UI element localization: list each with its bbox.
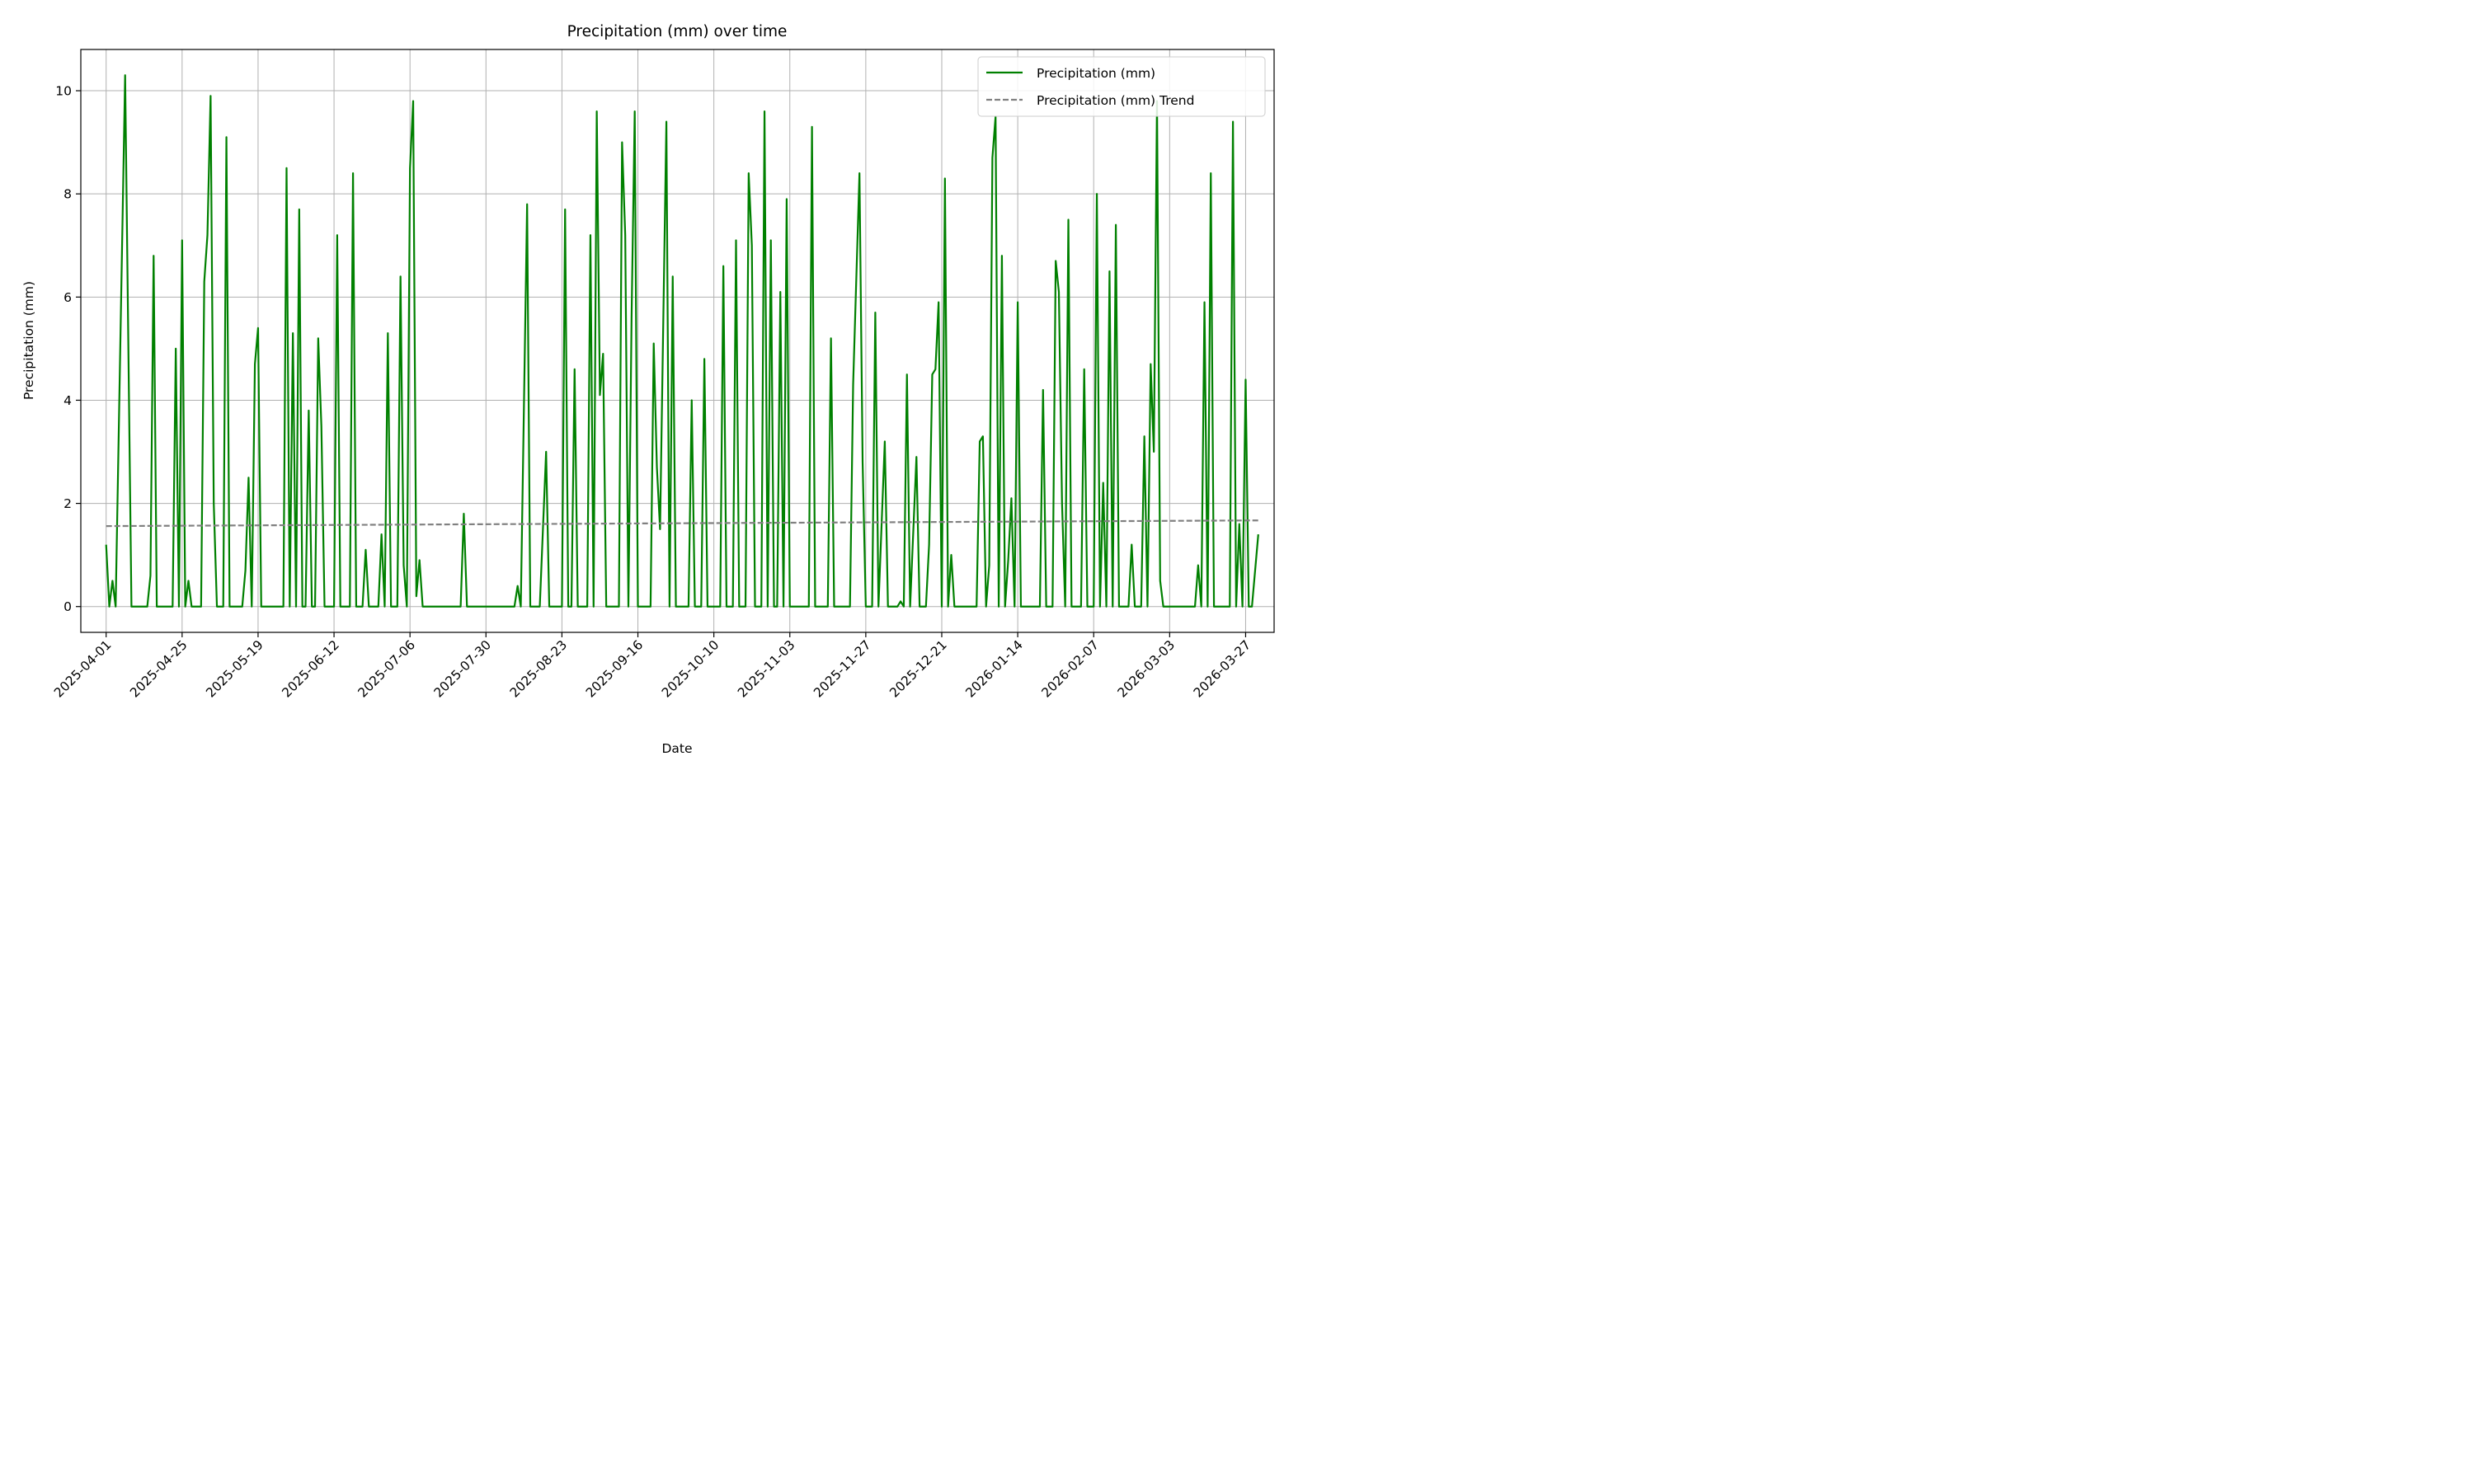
legend-label-trend: Precipitation (mm) Trend <box>1037 93 1194 108</box>
precipitation-line <box>105 74 1259 608</box>
y-tick-label: 10 <box>55 84 72 99</box>
figure-background <box>0 0 1293 775</box>
chart-title: Precipitation (mm) over time <box>567 23 788 40</box>
legend-label-precipitation: Precipitation (mm) <box>1037 66 1155 81</box>
legend-box <box>977 56 1266 117</box>
grid <box>81 49 1274 632</box>
precipitation-trend-line <box>106 519 1258 528</box>
y-tick-label: 0 <box>63 599 72 614</box>
y-tick-label: 8 <box>63 187 72 202</box>
y-axis-ticks: 0 2 4 6 8 10 <box>55 84 81 614</box>
plot-frame <box>80 49 1275 633</box>
y-tick-label: 4 <box>63 393 72 408</box>
y-axis-label: Precipitation (mm) <box>21 281 36 400</box>
precipitation-chart: 2025-04-01 2025-04-25 2025-05-19 2025-06-12… <box>0 0 1293 775</box>
series-layer <box>105 74 1259 608</box>
y-tick-label: 2 <box>63 496 72 511</box>
y-tick-label: 6 <box>63 290 72 305</box>
legend: Precipitation (mm) Precipitation (mm) Tr… <box>977 56 1266 117</box>
x-axis-label: Date <box>661 741 692 756</box>
